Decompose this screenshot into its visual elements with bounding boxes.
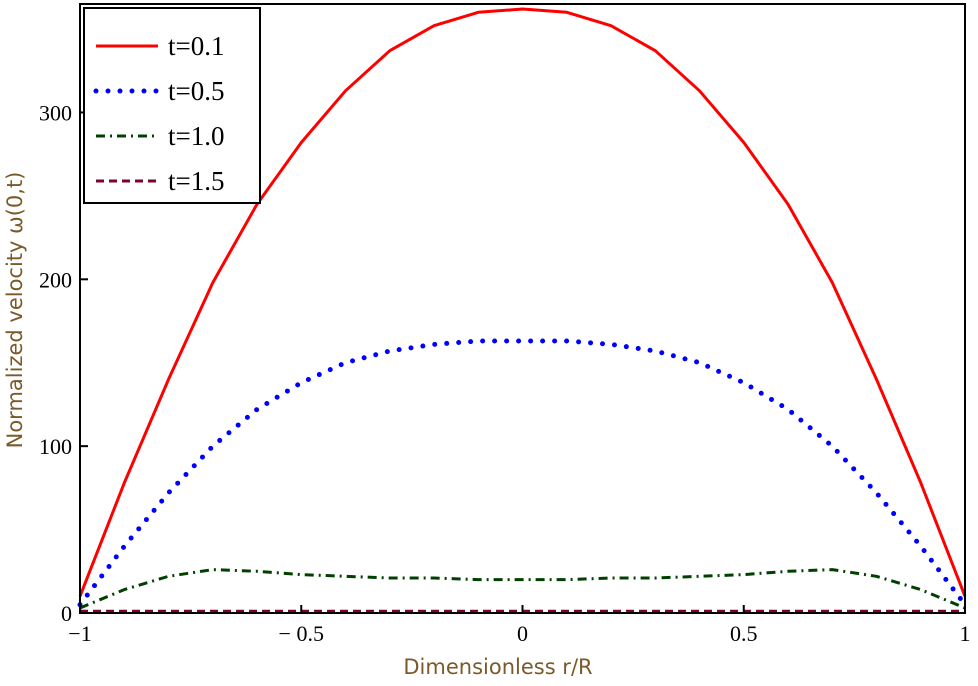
series-line-t-0-1 [78, 7, 967, 597]
y-tick-label: 300 [39, 100, 72, 125]
x-tick-label: −1 [68, 621, 91, 646]
y-axis-title: Normalized velocity ω(0,t) [3, 172, 27, 449]
legend-box [83, 7, 261, 204]
x-tick-label: 0.5 [730, 621, 758, 646]
series-line-t-0-5 [77, 338, 968, 608]
ticks-layer: −1 − 0.5 0 0.5 1 0 100 200 300 [39, 100, 971, 646]
series-line-t-1-0 [79, 568, 966, 610]
legend-label: t=0.1 [168, 31, 224, 61]
legend-label: t=1.5 [168, 166, 224, 196]
legend-label: t=1.0 [168, 121, 224, 151]
x-tick-label: − 0.5 [279, 621, 324, 646]
x-tick-label: 0 [517, 621, 528, 646]
x-tick-label: 1 [960, 621, 971, 646]
y-tick-label: 0 [61, 601, 72, 626]
y-tick-label: 100 [39, 434, 72, 459]
legend-label: t=0.5 [168, 76, 224, 106]
legend: t=0.1 t=0.5 t=1.0 t=1.5 [83, 7, 261, 204]
x-axis-title: Dimensionless r/R [403, 655, 592, 679]
y-tick-label: 200 [39, 267, 72, 292]
